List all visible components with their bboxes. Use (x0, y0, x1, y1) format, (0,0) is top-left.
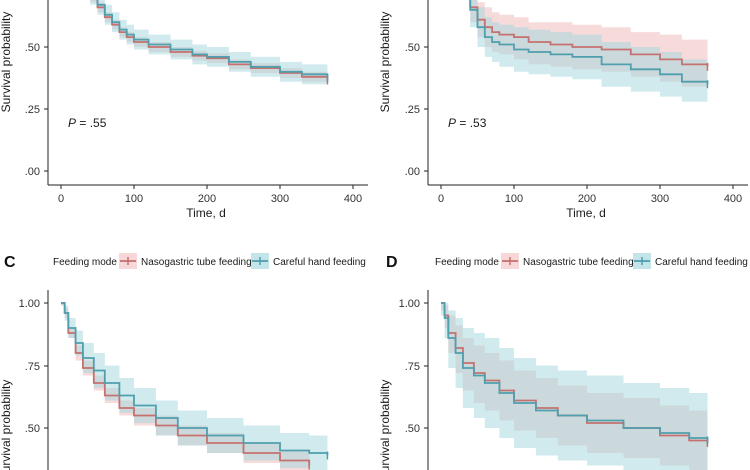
x-tick-label: 100 (125, 193, 143, 205)
confidence-band-hand-feeding (470, 0, 708, 104)
legend-label-0: Nasogastric tube feeding (523, 257, 634, 268)
y-tick-label: .50 (405, 423, 420, 435)
y-tick-label: .25 (25, 104, 40, 116)
legend: Feeding mode Nasogastric tube feeding Care… (435, 253, 748, 269)
y-tick-label: 1.00 (19, 298, 40, 310)
y-axis-title: Survival probability (0, 380, 13, 470)
x-tick-label: 400 (344, 193, 362, 205)
y-tick-label: .50 (405, 42, 420, 54)
survival-curve-nasogastric (61, 302, 311, 466)
x-tick-label: 300 (271, 193, 289, 205)
y-tick-label: .25 (405, 104, 420, 116)
survival-curve-hand-feeding (96, 0, 329, 78)
panel-d: .50 .75 1.00 Survival probability D Feeding m… (378, 253, 748, 470)
x-tick-label: 300 (651, 193, 669, 205)
y-axis-title: Survival probability (378, 380, 392, 470)
confidence-band-hand-feeding (61, 303, 328, 470)
p-value-text: = .55 (76, 116, 107, 130)
p-value-label: P = .55 (68, 116, 107, 130)
legend-title: Feeding mode (53, 257, 117, 268)
plot-area (441, 302, 709, 470)
survival-curve-hand-feeding (469, 0, 709, 85)
survival-curve-hand-feeding (61, 302, 329, 456)
legend-label-1: Careful hand feeding (273, 257, 366, 268)
p-value-text: = .53 (456, 116, 487, 130)
p-value-symbol: P (68, 116, 76, 130)
legend-label-1: Careful hand feeding (655, 257, 748, 268)
panel-c: .50 .75 1.00 Survival probability C Feeding m… (0, 253, 366, 470)
legend-label-0: Nasogastric tube feeding (141, 257, 252, 268)
confidence-band-hand-feeding (90, 0, 328, 90)
x-tick-label: 400 (724, 193, 742, 205)
y-axis-title: Survival probability (0, 12, 13, 113)
survival-curve-nasogastric (469, 0, 709, 67)
x-tick-label: 200 (198, 193, 216, 205)
panel-a: .00 .25 .50 0 100 200 300 400 Time, d Survival pr… (0, 0, 368, 220)
x-tick-label: 0 (438, 193, 444, 205)
panel-letter: D (386, 254, 398, 271)
x-tick-label: 0 (58, 193, 64, 205)
y-tick-label: .75 (405, 361, 420, 373)
panel-b: .00 .25 .50 0 100 200 300 400 Time, d Survival pr… (378, 0, 748, 220)
plot-area (90, 0, 329, 90)
x-tick-label: 100 (505, 193, 523, 205)
panel-letter: C (4, 254, 16, 271)
y-tick-label: .75 (25, 361, 40, 373)
plot-area (469, 0, 709, 104)
p-value-label: P = .53 (448, 116, 487, 130)
survival-curve-hand-feeding (441, 302, 709, 441)
y-tick-label: 1.00 (399, 298, 420, 310)
y-tick-label: .50 (25, 423, 40, 435)
x-axis-title: Time, d (566, 206, 606, 220)
plot-area (61, 302, 329, 470)
x-axis-title: Time, d (186, 206, 226, 220)
y-tick-label: .50 (25, 42, 40, 54)
x-tick-label: 200 (578, 193, 596, 205)
legend: Feeding mode Nasogastric tube feeding Care… (53, 253, 366, 269)
legend-title: Feeding mode (435, 257, 499, 268)
p-value-symbol: P (448, 116, 456, 130)
confidence-band-hand-feeding (441, 303, 708, 470)
y-axis-title: Survival probability (378, 12, 392, 113)
y-tick-label: .00 (405, 166, 420, 178)
y-tick-label: .00 (25, 166, 40, 178)
